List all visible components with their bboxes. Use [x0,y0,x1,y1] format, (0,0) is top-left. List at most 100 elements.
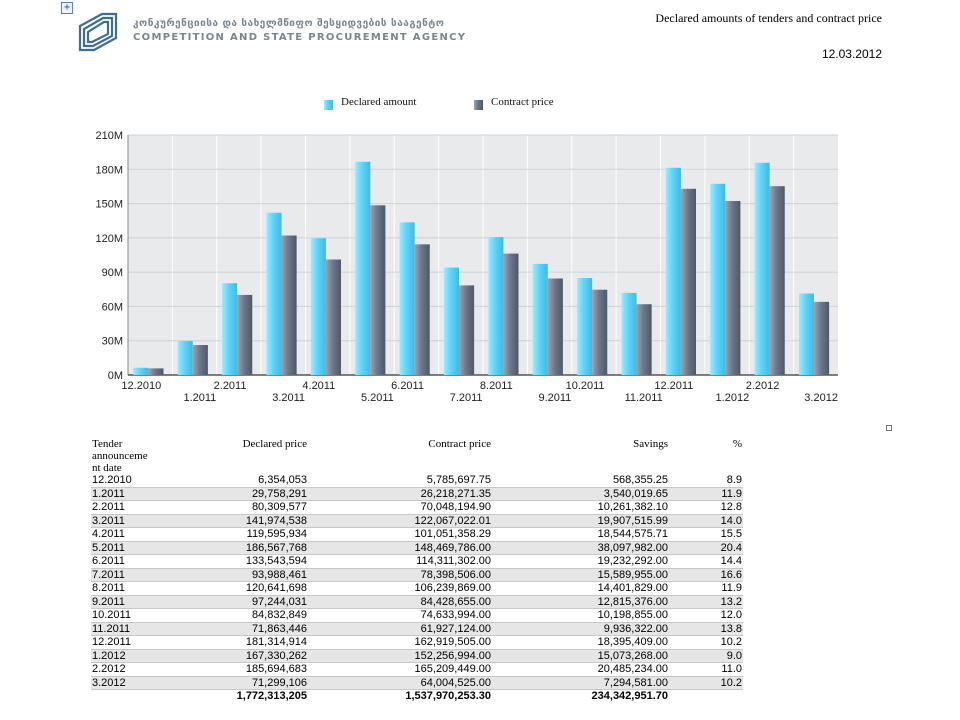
bar-contract [148,368,164,375]
table-row: 5.2011 186,567,768 148,469,786.00 38,097,98… [91,541,743,555]
table-row: 1.2012 167,330,262 152,256,994.00 15,073,26… [91,649,743,663]
cell-date: 11.2011 [91,622,163,636]
bar-chart: 0M 30M 60M 90M 120M 150M 180M 210M 12.2010 1.2011… [95,96,838,404]
cell-date: 8.2011 [91,581,163,596]
table-row: 1.2011 29,758,291 26,218,271.35 3,540,019.6… [91,487,743,501]
cell-declared: 186,567,768 [163,541,308,555]
x-tick-label: 1.2012 [716,392,750,404]
cell-percent: 16.6 [669,568,743,582]
cell-date: 12.2010 [91,474,163,488]
cell-percent: 11.0 [669,662,743,677]
bar-declared [621,292,637,375]
x-tick-label: 11.2011 [625,392,663,404]
bar-declared [310,238,326,375]
table-row: 4.2011 119,595,934 101,051,358.29 18,544,57… [91,527,743,542]
cell-declared: 181,314,914 [163,635,308,650]
x-tick-label: 2.2012 [746,380,780,392]
cell-savings: 12,815,376.00 [492,595,669,609]
expand-icon[interactable]: + [61,2,73,14]
bar-contract [725,200,741,375]
cell-declared: 6,354,053 [163,474,308,488]
cell-contract: 5,785,697.75 [308,474,492,488]
y-tick-label: 60M [102,301,123,313]
cell-declared: 71,299,106 [163,676,308,690]
cell-savings: 10,198,855.00 [492,608,669,623]
x-tick-label: 9.2011 [538,392,571,404]
cell-savings: 20,485,234.00 [492,662,669,677]
bar-contract [192,345,208,375]
cell-contract: 74,633,994.00 [308,608,492,623]
cell-declared: 84,832,849 [163,608,308,623]
report-title: Declared amounts of tenders and contract… [655,11,882,25]
total-declared: 1,772,313,205 [236,690,307,703]
bar-contract [414,244,430,375]
cell-savings: 7,294,581.00 [492,676,669,690]
cell-percent: 11.9 [669,487,743,501]
cell-percent: 11.9 [669,581,743,596]
anchor-box-icon[interactable] [886,425,892,431]
cell-date: 5.2011 [91,541,163,555]
table-row: 9.2011 97,244,031 84,428,655.00 12,815,376.… [91,595,743,609]
col-header-date: Tender announceme nt date [92,438,148,474]
cell-percent: 13.8 [669,622,743,636]
bar-contract [237,294,253,375]
bar-contract [769,186,785,375]
x-tick-label: 3.2011 [272,392,305,404]
bar-contract [814,301,830,375]
cell-percent: 14.0 [669,514,743,528]
y-tick-label: 120M [95,233,123,245]
cell-declared: 167,330,262 [163,649,308,663]
cell-declared: 71,863,446 [163,622,308,636]
org-name-georgian: კონკურენციისა და სახელმწიფო შესყიდვების … [133,18,445,29]
bar-contract [636,304,652,375]
legend-swatch-contract [474,100,483,110]
table-row: 12.2011 181,314,914 162,919,505.00 18,395,4… [91,635,743,650]
cell-savings: 38,097,982.00 [492,541,669,555]
bar-declared [754,162,770,375]
cell-contract: 61,927,124.00 [308,622,492,636]
cell-date: 10.2011 [91,608,163,623]
cell-savings: 10,261,382.10 [492,500,669,515]
bar-declared [266,212,282,375]
cell-contract: 122,067,022.01 [308,514,492,528]
cell-percent: 12.8 [669,500,743,515]
table-row: 3.2012 71,299,106 64,004,525.00 7,294,581.0… [91,676,743,690]
bar-declared [177,340,193,375]
cell-declared: 80,309,577 [163,500,308,515]
cell-contract: 101,051,358.29 [308,527,492,542]
y-tick-label: 90M [102,267,123,279]
cell-declared: 97,244,031 [163,595,308,609]
table-row: 8.2011 120,641,698 106,239,869.00 14,401,82… [91,581,743,596]
bar-declared [222,283,238,375]
cell-declared: 29,758,291 [163,487,308,501]
total-percent [669,690,743,703]
col-header-percent: % [732,438,742,450]
x-tick-label: 7.2011 [450,392,483,404]
y-tick-label: 150M [95,199,123,211]
x-tick-label: 6.2011 [391,380,424,392]
y-tick-label: 180M [95,164,123,176]
bar-contract [503,253,519,375]
cell-declared: 119,595,934 [163,527,308,542]
cell-date: 3.2012 [91,676,163,690]
table-total-row: 1,772,313,205 1,537,970,253.30 234,342,951… [91,690,743,703]
cell-contract: 152,256,994.00 [308,649,492,663]
x-tick-label: 2.2011 [214,380,247,392]
data-table: Tender announceme nt date Declared price… [91,438,743,703]
bar-contract [281,235,297,375]
cell-percent: 13.2 [669,595,743,609]
x-tick-label: 8.2011 [480,380,513,392]
x-tick-label: 12.2011 [654,380,693,392]
x-tick-label: 12.2010 [121,380,161,392]
bar-declared [798,293,815,375]
y-tick-label: 30M [102,336,123,348]
cell-savings: 9,936,322.00 [492,622,669,636]
bar-declared [133,367,149,375]
total-contract: 1,537,970,253.30 [405,690,491,703]
cell-date: 7.2011 [91,568,163,582]
cell-percent: 10.2 [669,635,743,650]
cell-date: 1.2011 [91,487,163,501]
x-tick-label: 4.2011 [302,380,335,392]
cell-contract: 26,218,271.35 [308,487,492,501]
cell-percent: 8.9 [669,474,743,488]
